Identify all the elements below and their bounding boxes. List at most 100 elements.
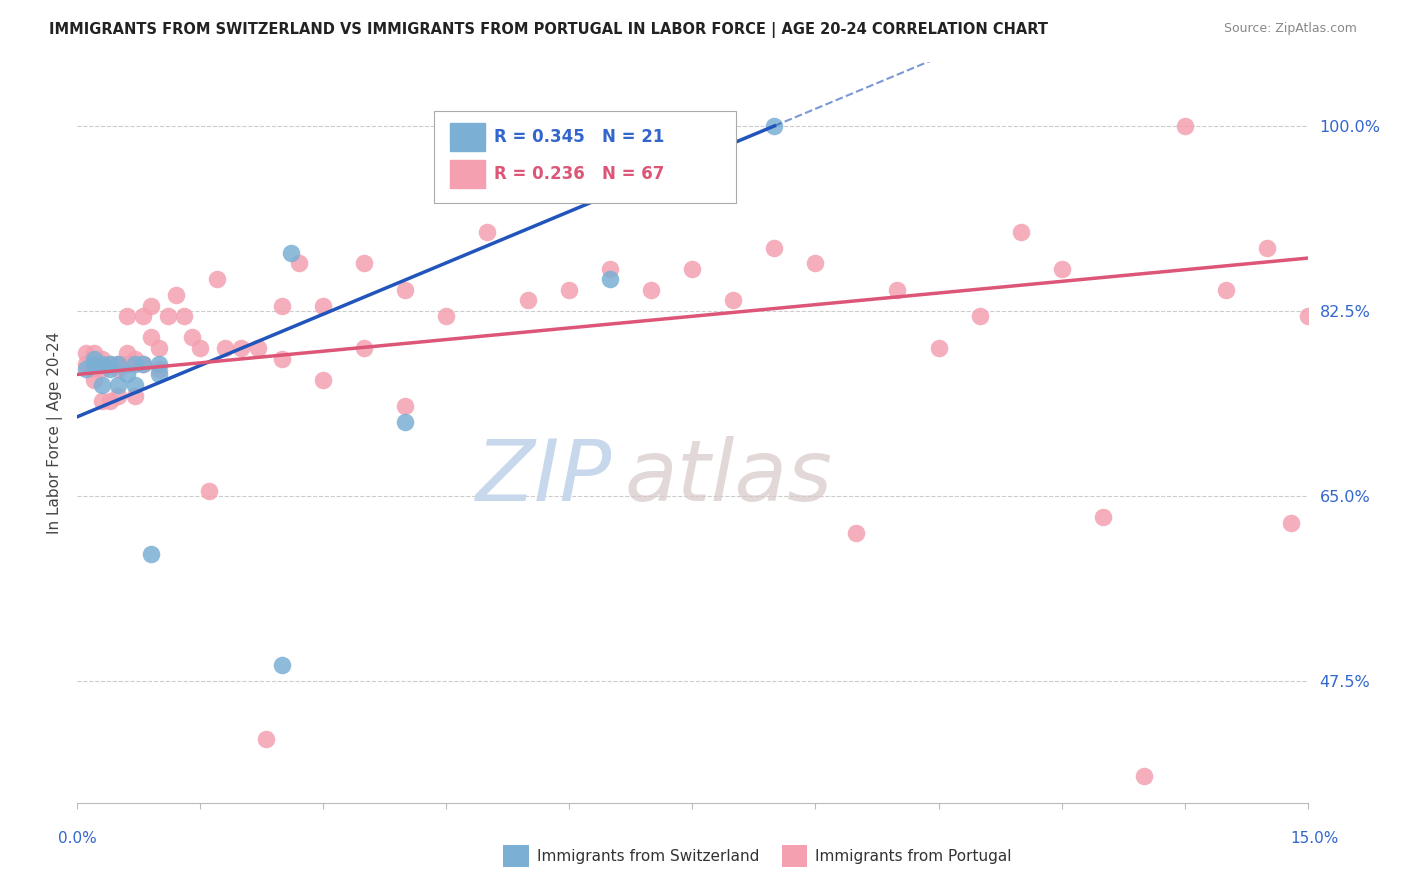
Point — [173, 310, 195, 324]
Point — [1256, 241, 1278, 255]
Point — [83, 346, 105, 360]
Point — [599, 261, 621, 276]
Point — [115, 368, 138, 382]
Point — [599, 272, 621, 286]
Point — [115, 357, 138, 371]
Point — [353, 256, 375, 270]
Point — [148, 341, 170, 355]
Point — [1091, 510, 1114, 524]
Point — [165, 288, 187, 302]
Point — [75, 346, 97, 360]
Point — [75, 357, 97, 371]
Point — [98, 393, 121, 408]
Point — [90, 351, 114, 366]
Point — [98, 362, 121, 376]
Point — [141, 330, 163, 344]
Point — [845, 526, 868, 541]
Point — [98, 357, 121, 371]
Point — [83, 351, 105, 366]
Point — [312, 299, 335, 313]
Point — [141, 299, 163, 313]
Point — [271, 658, 294, 673]
Point — [312, 373, 335, 387]
Point — [75, 362, 97, 376]
Point — [107, 378, 129, 392]
Point — [132, 310, 155, 324]
Text: 15.0%: 15.0% — [1291, 831, 1339, 846]
Point — [214, 341, 236, 355]
Point — [148, 362, 170, 376]
Point — [148, 357, 170, 371]
Point — [148, 368, 170, 382]
Point — [353, 341, 375, 355]
Point — [280, 245, 302, 260]
Point — [394, 415, 416, 429]
Point — [1279, 516, 1302, 530]
Point — [188, 341, 212, 355]
Point — [90, 362, 114, 376]
Point — [124, 389, 146, 403]
Point — [124, 357, 146, 371]
Text: 0.0%: 0.0% — [58, 831, 97, 846]
Point — [1296, 310, 1319, 324]
Point — [763, 119, 786, 133]
Point — [804, 256, 827, 270]
Point — [558, 283, 581, 297]
Point — [98, 357, 121, 371]
Point — [723, 293, 745, 308]
Point — [394, 399, 416, 413]
Text: IMMIGRANTS FROM SWITZERLAND VS IMMIGRANTS FROM PORTUGAL IN LABOR FORCE | AGE 20-: IMMIGRANTS FROM SWITZERLAND VS IMMIGRANT… — [49, 22, 1049, 38]
Point — [90, 393, 114, 408]
Bar — [450, 161, 485, 188]
Text: R = 0.236   N = 67: R = 0.236 N = 67 — [495, 165, 665, 183]
Point — [132, 357, 155, 371]
Point — [124, 351, 146, 366]
Point — [246, 341, 269, 355]
Point — [886, 283, 908, 297]
Point — [197, 483, 219, 498]
Point — [141, 547, 163, 561]
Point — [107, 357, 129, 371]
Text: Immigrants from Switzerland: Immigrants from Switzerland — [537, 849, 759, 863]
Text: Source: ZipAtlas.com: Source: ZipAtlas.com — [1223, 22, 1357, 36]
Y-axis label: In Labor Force | Age 20-24: In Labor Force | Age 20-24 — [48, 332, 63, 533]
Text: R = 0.345   N = 21: R = 0.345 N = 21 — [495, 128, 665, 146]
Point — [763, 241, 786, 255]
Point — [83, 357, 105, 371]
Point — [271, 351, 294, 366]
Point — [132, 357, 155, 371]
Point — [231, 341, 253, 355]
Point — [83, 373, 105, 387]
Point — [107, 362, 129, 376]
Point — [1050, 261, 1073, 276]
Point — [394, 283, 416, 297]
Point — [1215, 283, 1237, 297]
Bar — [450, 123, 485, 152]
Point — [83, 362, 105, 376]
Point — [1010, 225, 1032, 239]
FancyBboxPatch shape — [434, 111, 735, 203]
Point — [115, 346, 138, 360]
Point — [1174, 119, 1197, 133]
Point — [205, 272, 228, 286]
Point — [181, 330, 204, 344]
Point — [115, 310, 138, 324]
Point — [928, 341, 950, 355]
Point — [682, 261, 704, 276]
Point — [124, 378, 146, 392]
Point — [640, 283, 662, 297]
Point — [156, 310, 179, 324]
Point — [1132, 769, 1154, 783]
Text: Immigrants from Portugal: Immigrants from Portugal — [815, 849, 1012, 863]
Text: ZIP: ZIP — [477, 435, 613, 518]
Point — [107, 389, 129, 403]
Point — [271, 299, 294, 313]
Text: atlas: atlas — [624, 435, 832, 518]
Point — [288, 256, 311, 270]
Point — [90, 378, 114, 392]
Point — [254, 732, 277, 747]
Point — [90, 357, 114, 371]
Point — [436, 310, 458, 324]
Point — [517, 293, 540, 308]
Point — [107, 357, 129, 371]
